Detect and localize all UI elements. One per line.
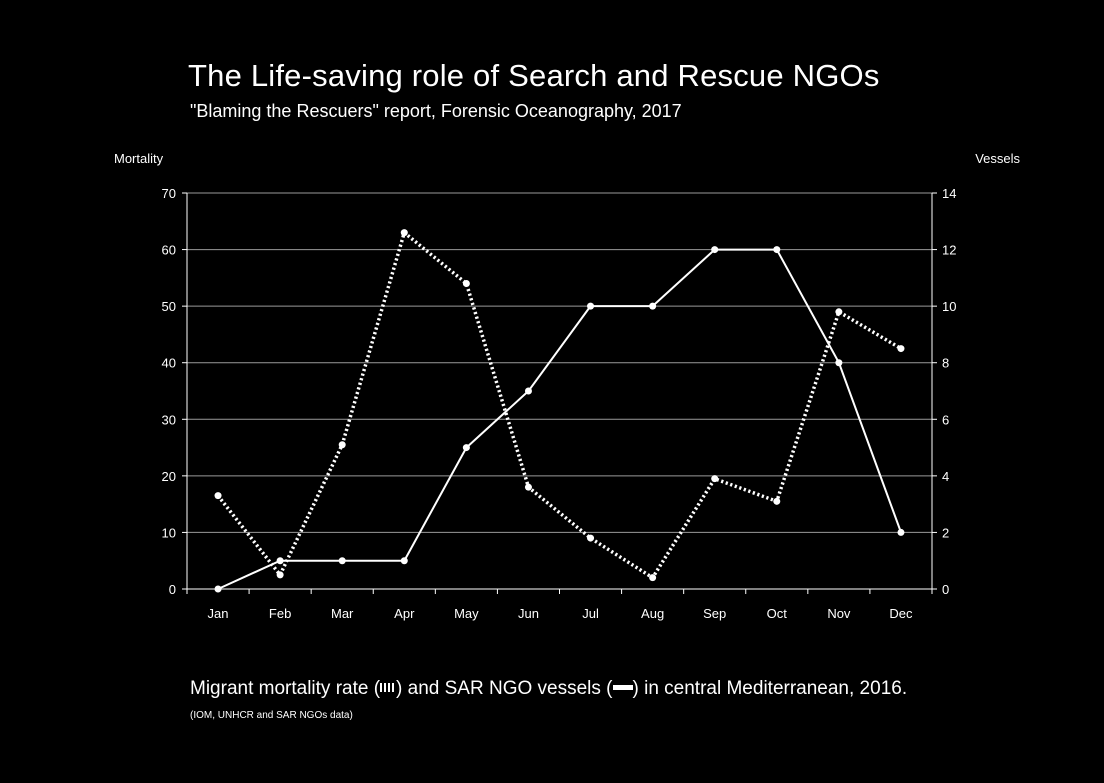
chart-title: The Life-saving role of Search and Rescu… (188, 58, 880, 93)
y-left-tick-label: 60 (162, 243, 176, 258)
mortality-point (524, 483, 532, 491)
x-tick-label: Apr (394, 606, 415, 621)
series (214, 229, 905, 593)
vessels-point (649, 302, 657, 310)
x-tick-label: Oct (767, 606, 788, 621)
y-right-tick-label: 4 (942, 469, 949, 484)
vessels-point (276, 557, 284, 565)
y-left-tick-label: 10 (162, 525, 176, 540)
x-tick-label: Aug (641, 606, 664, 621)
mortality-legend-swatch (380, 683, 397, 692)
data-source-note: (IOM, UNHCR and SAR NGOs data) (190, 710, 353, 721)
mortality-point (711, 475, 719, 483)
mortality-point (338, 441, 346, 449)
vessels-point (773, 246, 781, 254)
axes (182, 192, 937, 594)
y-left-tick-label: 30 (162, 412, 176, 427)
mortality-line (216, 229, 902, 581)
mortality-point (587, 534, 595, 542)
gridlines (187, 192, 932, 533)
vessels-point (835, 359, 843, 367)
x-tick-label: Jun (518, 606, 539, 621)
x-tick-label: Nov (827, 606, 851, 621)
x-tick-label: Mar (331, 606, 354, 621)
x-tick-label: Jul (582, 606, 599, 621)
vessels-line (217, 248, 902, 590)
axis-labels: Mortality Vessels 0 10 20 30 40 50 60 70 0 2 4 6 8 10… (114, 151, 1020, 621)
vessels-point (897, 528, 905, 536)
x-tick-label: Dec (889, 606, 913, 621)
chart-subtitle: "Blaming the Rescuers" report, Forensic … (190, 101, 682, 121)
y-left-tick-label: 20 (162, 469, 176, 484)
vessels-point (587, 302, 595, 310)
y-left-tick-label: 40 (162, 356, 176, 371)
caption-text-2: ) and SAR NGO vessels ( (396, 678, 613, 699)
y-left-tick-label: 50 (162, 299, 176, 314)
x-tick-label: May (454, 606, 479, 621)
y-right-tick-label: 6 (942, 412, 949, 427)
y-right-tick-label: 8 (942, 356, 949, 371)
mortality-point (276, 571, 284, 579)
vessels-point (524, 387, 532, 395)
mortality-point (214, 492, 222, 500)
y-left-tick-label: 0 (169, 582, 176, 597)
y-right-tick-label: 14 (942, 186, 956, 201)
mortality-point (400, 229, 408, 237)
x-tick-label: Feb (269, 606, 291, 621)
chart-caption: Migrant mortality rate ( ) and SAR NGO ve… (190, 678, 907, 700)
vessels-point (711, 246, 719, 254)
y-right-tick-label: 2 (942, 525, 949, 540)
x-tick-label: Sep (703, 606, 726, 621)
mortality-point (897, 345, 905, 353)
vessels-point (462, 444, 470, 452)
y-right-tick-label: 0 (942, 582, 949, 597)
x-tick-label: Jan (208, 606, 229, 621)
vessels-legend-swatch (612, 685, 633, 690)
vessels-point (214, 585, 222, 593)
y-right-tick-label: 10 (942, 299, 956, 314)
y-right-tick-label: 12 (942, 243, 956, 258)
y-left-tick-label: 70 (162, 186, 176, 201)
vessels-point (400, 557, 408, 565)
caption-text-1: Migrant mortality rate ( (190, 678, 381, 699)
mortality-point (649, 574, 657, 582)
mortality-point (773, 497, 781, 505)
mortality-point (462, 280, 470, 288)
mortality-point (835, 308, 843, 316)
caption-text-3: ) in central Mediterranean, 2016. (632, 678, 908, 699)
vessels-point (338, 557, 346, 565)
y-axis-right-title: Vessels (975, 151, 1020, 166)
y-axis-left-title: Mortality (114, 151, 164, 166)
